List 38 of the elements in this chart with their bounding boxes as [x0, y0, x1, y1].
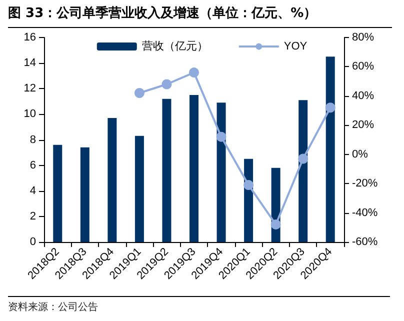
bar: [53, 144, 62, 242]
point: [270, 219, 281, 230]
bar: [298, 100, 308, 242]
point: [189, 68, 199, 78]
y-tick-label: 2: [30, 210, 36, 222]
y-tick-label: 12: [24, 82, 36, 95]
y2-tick-label: 0%: [352, 148, 368, 160]
y-tick-label: 0: [30, 236, 36, 248]
y2-tick-label: -40%: [352, 206, 378, 219]
point: [134, 88, 144, 98]
bar: [134, 136, 144, 242]
bar: [108, 118, 117, 242]
point: [325, 102, 336, 113]
bar: [162, 98, 172, 242]
bar: [216, 102, 226, 242]
legend-label: YOY: [284, 40, 308, 52]
bar: [80, 147, 90, 242]
y-tick-label: 6: [30, 159, 36, 172]
y2-tick-label: -20%: [352, 178, 378, 190]
y2-tick-label: -60%: [352, 236, 378, 248]
point: [298, 154, 308, 164]
chart-title: 图 33：公司单季营业收入及增速（单位：亿元、%）: [8, 4, 392, 28]
y-tick-label: 8: [30, 134, 36, 146]
y2-tick-label: 40%: [352, 90, 374, 102]
bar: [326, 56, 335, 242]
y-tick-label: 4: [30, 184, 36, 197]
y-tick-label: 10: [24, 108, 36, 120]
point: [216, 132, 226, 142]
y-tick-label: 14: [24, 57, 36, 70]
y2-tick-label: 80%: [352, 32, 374, 44]
point: [244, 180, 254, 190]
bar: [190, 95, 198, 242]
point: [162, 79, 172, 90]
y2-tick-label: 20%: [352, 119, 374, 132]
y2-tick-label: 60%: [352, 60, 374, 73]
y-tick-label: 16: [24, 32, 36, 44]
legend-label: 营收（亿元）: [142, 40, 208, 52]
text: 资料来源：公司公告: [8, 296, 390, 314]
